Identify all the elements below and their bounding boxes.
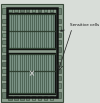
Bar — [56, 69, 61, 73]
Bar — [26, 8, 29, 12]
Bar — [56, 19, 61, 23]
Bar — [2, 92, 7, 98]
Bar — [2, 8, 7, 14]
Bar — [2, 19, 7, 23]
Bar — [56, 26, 61, 30]
Bar — [20, 8, 24, 12]
Bar — [2, 40, 7, 44]
Bar — [8, 96, 12, 100]
Bar — [56, 55, 61, 59]
Bar — [50, 96, 53, 100]
Bar — [2, 47, 7, 52]
Bar — [14, 8, 18, 12]
Bar — [32, 8, 35, 12]
Bar — [44, 8, 47, 12]
Bar — [8, 53, 56, 94]
Bar — [56, 8, 57, 97]
Bar — [56, 33, 61, 37]
Bar — [20, 96, 24, 100]
Bar — [2, 33, 7, 37]
Bar — [56, 92, 61, 98]
Text: Sensitive cells: Sensitive cells — [61, 23, 99, 31]
Bar — [2, 62, 7, 66]
Bar — [14, 96, 18, 100]
Bar — [1, 4, 63, 102]
Bar — [56, 40, 61, 44]
Bar — [2, 69, 7, 73]
Bar — [2, 5, 62, 101]
Bar — [26, 96, 29, 100]
Bar — [56, 76, 61, 80]
Bar — [8, 13, 56, 49]
Bar — [2, 55, 7, 59]
Bar — [7, 8, 57, 97]
Bar — [38, 96, 41, 100]
Bar — [56, 47, 61, 52]
Bar — [56, 62, 61, 66]
Bar — [2, 76, 7, 80]
Bar — [50, 8, 53, 12]
Bar — [38, 8, 41, 12]
Bar — [7, 8, 8, 97]
Bar — [32, 96, 35, 100]
Bar — [8, 8, 12, 12]
Bar — [56, 8, 61, 14]
Bar — [2, 26, 7, 30]
Bar — [56, 83, 61, 88]
Bar — [2, 83, 7, 88]
Bar — [44, 96, 47, 100]
